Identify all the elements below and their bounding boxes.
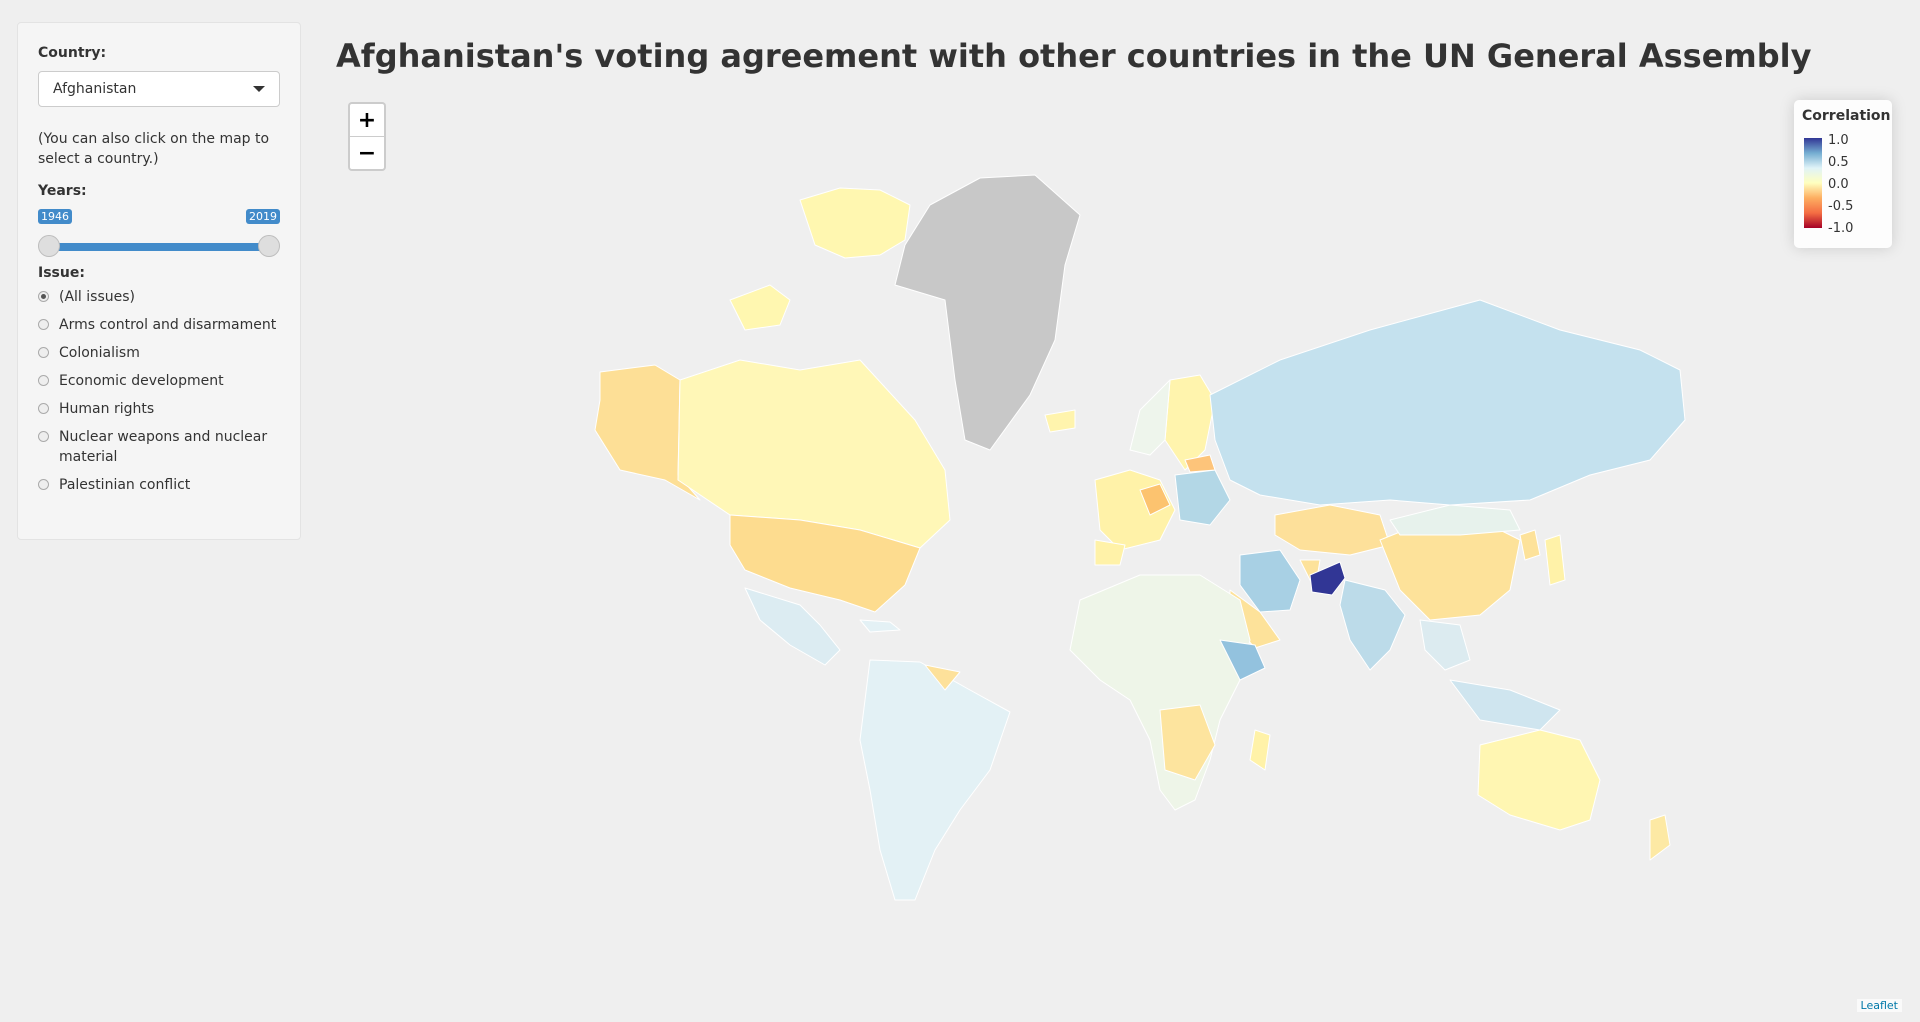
issue-option-palestinian-conflict[interactable]: Palestinian conflict xyxy=(38,475,280,495)
country-select[interactable]: Afghanistan xyxy=(38,71,280,107)
legend-title: Correlation xyxy=(1802,108,1891,124)
zoom-in-button[interactable]: + xyxy=(350,104,384,137)
country-shape xyxy=(1389,504,1521,536)
country-shape xyxy=(1449,679,1561,731)
years-range-slider[interactable]: 1946 2019 xyxy=(38,203,280,259)
country-shape xyxy=(729,284,791,331)
year-max-badge: 2019 xyxy=(246,209,280,224)
legend-tick: 0.5 xyxy=(1828,155,1849,170)
country-shape xyxy=(1339,579,1406,671)
issue-option-label: Arms control and disarmament xyxy=(59,317,277,333)
country-shape xyxy=(677,359,951,549)
legend-tick: 0.0 xyxy=(1828,177,1849,192)
country-shape xyxy=(1129,379,1171,456)
country-shape xyxy=(1159,704,1216,781)
country-shape xyxy=(1219,639,1266,681)
country-shape xyxy=(859,619,901,633)
radio-icon[interactable] xyxy=(38,479,49,490)
issue-option-label: (All issues) xyxy=(59,289,135,305)
leaflet-attribution-link[interactable]: Leaflet xyxy=(1856,999,1902,1012)
issue-label: Issue: xyxy=(38,265,85,281)
correlation-legend: Correlation 1.0 0.5 0.0 -0.5 -1.0 xyxy=(1794,100,1892,248)
control-panel: Country: Afghanistan (You can also click… xyxy=(17,22,301,540)
zoom-out-button[interactable]: − xyxy=(357,140,377,166)
country-shape-selected xyxy=(1309,561,1346,596)
country-shape xyxy=(1094,469,1176,551)
issue-option-label: Nuclear weapons and nuclear material xyxy=(59,429,268,465)
issue-option-label: Human rights xyxy=(59,401,155,417)
legend-ticks: 1.0 0.5 0.0 -0.5 -1.0 xyxy=(1828,130,1853,240)
issue-option-nuclear[interactable]: Nuclear weapons and nuclear material xyxy=(38,427,280,467)
year-min-badge: 1946 xyxy=(38,209,72,224)
country-shape xyxy=(1044,409,1076,433)
slider-handle-max[interactable] xyxy=(258,235,280,257)
map-click-hint: (You can also click on the map to select… xyxy=(38,131,270,167)
radio-icon[interactable] xyxy=(38,431,49,442)
issue-option-arms-control[interactable]: Arms control and disarmament xyxy=(38,315,280,335)
country-shape xyxy=(1174,469,1231,526)
issue-option-label: Palestinian conflict xyxy=(59,477,191,493)
radio-icon[interactable] xyxy=(38,291,49,302)
country-shape xyxy=(1477,729,1601,831)
issue-option-all[interactable]: (All issues) xyxy=(38,287,280,307)
issue-radio-group: (All issues) Arms control and disarmamen… xyxy=(38,287,280,495)
slider-handle-min[interactable] xyxy=(38,235,60,257)
country-shape xyxy=(1649,814,1671,861)
country-label: Country: xyxy=(38,45,107,61)
issue-option-label: Economic development xyxy=(59,373,224,389)
country-shape xyxy=(1249,729,1271,771)
legend-color-ramp xyxy=(1804,138,1822,228)
radio-icon[interactable] xyxy=(38,375,49,386)
country-shape-no-data xyxy=(894,174,1081,451)
country-shape xyxy=(799,187,911,259)
country-shape xyxy=(1209,299,1686,506)
zoom-control: + − xyxy=(348,102,386,171)
country-shape xyxy=(1069,574,1251,811)
country-shape xyxy=(1544,534,1566,586)
country-shape xyxy=(924,664,961,691)
chevron-down-icon xyxy=(253,86,265,92)
country-shape xyxy=(744,587,841,666)
legend-tick: -1.0 xyxy=(1828,221,1854,236)
issue-option-colonialism[interactable]: Colonialism xyxy=(38,343,280,363)
country-shape xyxy=(1419,619,1471,671)
slider-bar[interactable] xyxy=(50,243,268,251)
radio-icon[interactable] xyxy=(38,403,49,414)
country-shape xyxy=(1239,549,1301,613)
country-shape xyxy=(1094,539,1126,566)
radio-icon[interactable] xyxy=(38,347,49,358)
country-shape xyxy=(1139,483,1171,516)
radio-icon[interactable] xyxy=(38,319,49,330)
issue-option-human-rights[interactable]: Human rights xyxy=(38,399,280,419)
country-shape xyxy=(594,364,701,501)
legend-tick: 1.0 xyxy=(1828,133,1849,148)
issue-option-economic-development[interactable]: Economic development xyxy=(38,371,280,391)
country-shape xyxy=(859,659,1011,901)
country-shape xyxy=(729,514,921,613)
page-title: Afghanistan's voting agreement with othe… xyxy=(336,37,1812,75)
country-shape xyxy=(1519,529,1541,561)
issue-option-label: Colonialism xyxy=(59,345,140,361)
country-select-value: Afghanistan xyxy=(53,81,137,97)
country-shape xyxy=(1184,454,1216,473)
legend-tick: -0.5 xyxy=(1828,199,1854,214)
years-label: Years: xyxy=(38,183,87,199)
country-shape xyxy=(1274,504,1391,556)
